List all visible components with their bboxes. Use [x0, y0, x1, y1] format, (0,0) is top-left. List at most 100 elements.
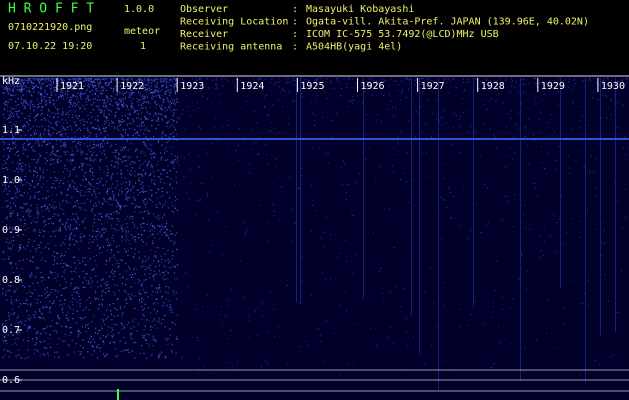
noise-dot [607, 106, 609, 108]
noise-dot [125, 97, 127, 99]
streak [473, 78, 474, 307]
noise-dot [35, 222, 37, 224]
noise-dot [330, 81, 332, 82]
noise-dot [101, 252, 103, 254]
noise-dot [185, 191, 187, 193]
noise-dot [167, 236, 169, 238]
noise-dot [157, 94, 159, 96]
noise-dot [49, 311, 51, 313]
noise-dot [421, 131, 423, 133]
noise-dot [86, 88, 88, 90]
noise-dot [115, 149, 117, 151]
noise-dot [169, 184, 171, 187]
noise-dot [90, 183, 92, 185]
noise-dot [15, 288, 18, 290]
noise-dot [384, 208, 386, 210]
noise-dot [36, 211, 39, 214]
noise-dot [21, 322, 23, 324]
noise-dot [74, 205, 76, 207]
noise-dot [420, 83, 422, 85]
noise-dot [245, 151, 247, 153]
noise-dot [88, 131, 90, 133]
noise-dot [99, 337, 101, 339]
noise-dot [114, 271, 116, 273]
noise-dot [80, 184, 82, 186]
noise-dot [383, 81, 385, 83]
noise-dot [67, 90, 69, 92]
noise-dot [39, 102, 41, 104]
noise-dot [133, 256, 135, 258]
noise-dot [140, 175, 142, 177]
noise-dot [16, 317, 18, 319]
noise-dot [51, 320, 53, 322]
noise-dot [463, 78, 464, 80]
noise-dot [121, 236, 123, 238]
noise-dot [9, 78, 11, 80]
noise-dot [15, 192, 17, 194]
noise-dot [164, 91, 166, 93]
noise-dot [49, 135, 52, 137]
noise-dot [144, 98, 146, 100]
noise-dot [7, 83, 9, 85]
noise-dot [110, 224, 112, 226]
noise-dot [156, 310, 158, 312]
noise-dot [51, 94, 53, 96]
noise-dot [105, 284, 107, 287]
noise-dot [24, 79, 26, 81]
noise-dot [36, 204, 39, 206]
noise-dot [168, 272, 170, 274]
streak [560, 78, 561, 289]
noise-dot [172, 210, 174, 212]
noise-dot [132, 119, 134, 122]
noise-dot [153, 270, 155, 272]
noise-dot [93, 315, 95, 317]
noise-dot [113, 78, 115, 80]
noise-dot [148, 80, 150, 82]
noise-dot [504, 195, 506, 197]
noise-dot [40, 242, 42, 244]
noise-dot [119, 204, 121, 206]
noise-dot [415, 110, 417, 112]
noise-dot [39, 156, 41, 158]
noise-dot [169, 334, 171, 336]
noise-dot [24, 125, 26, 127]
noise-dot [98, 201, 100, 203]
noise-dot [104, 184, 106, 186]
noise-dot [135, 182, 137, 184]
noise-dot [163, 169, 165, 171]
noise-dot [509, 92, 511, 93]
noise-dot [122, 276, 124, 278]
noise-dot [69, 100, 71, 102]
noise-dot [174, 128, 176, 130]
noise-dot [39, 231, 41, 233]
noise-dot [134, 129, 136, 131]
noise-dot [129, 296, 131, 298]
noise-dot [154, 101, 156, 103]
noise-dot [422, 84, 424, 86]
noise-dot [82, 152, 84, 154]
noise-dot [87, 324, 89, 326]
noise-dot [73, 185, 75, 188]
noise-dot [28, 239, 30, 241]
noise-dot [66, 111, 68, 113]
noise-dot [55, 277, 57, 279]
noise-dot [87, 158, 89, 160]
noise-dot [17, 349, 19, 351]
noise-dot [52, 127, 54, 129]
noise-dot [38, 247, 40, 249]
noise-dot [171, 124, 173, 126]
noise-dot [431, 136, 432, 138]
noise-dot [98, 109, 100, 111]
noise-dot [40, 88, 42, 90]
noise-dot [125, 228, 127, 230]
noise-dot [100, 286, 102, 288]
noise-dot [172, 290, 174, 292]
noise-dot [102, 202, 104, 204]
noise-dot [175, 338, 177, 340]
noise-dot [73, 288, 75, 290]
noise-dot [87, 327, 89, 329]
noise-dot [6, 158, 8, 161]
noise-dot [11, 227, 13, 229]
noise-dot [79, 194, 82, 196]
noise-dot [161, 136, 163, 138]
